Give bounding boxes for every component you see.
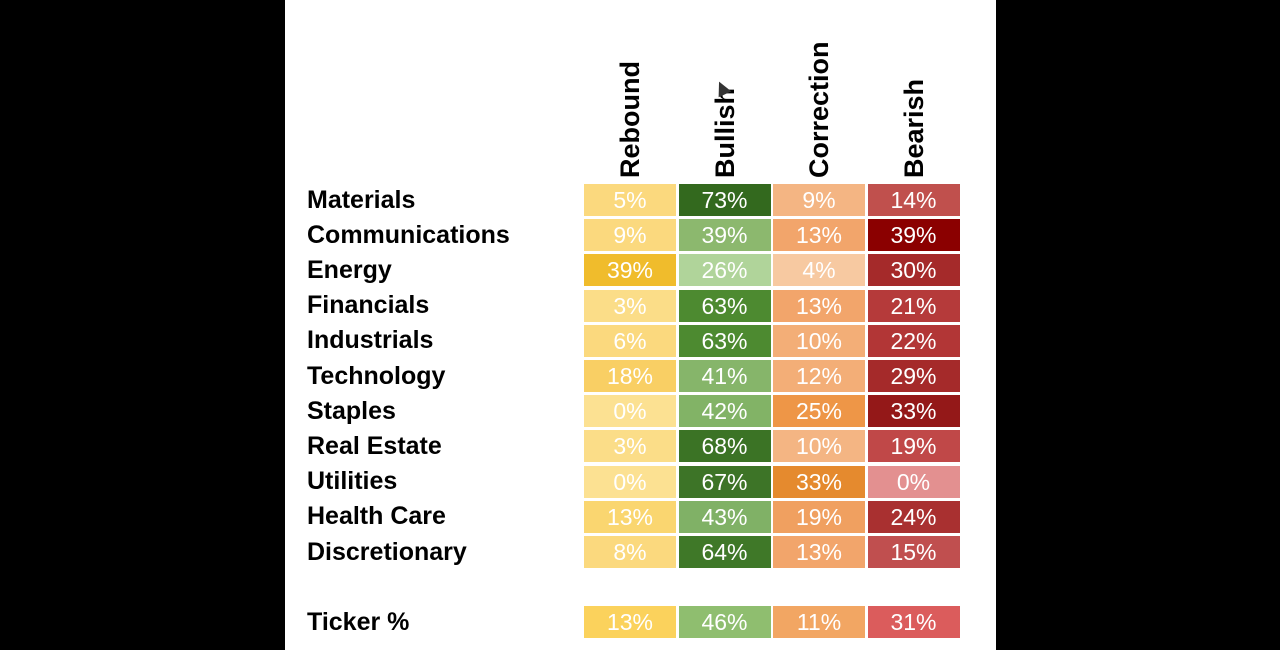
heatmap-cell: 10%: [773, 324, 865, 357]
heatmap-cell: 0%: [584, 395, 676, 428]
row-label: Ticker %: [307, 607, 410, 636]
heatmap-cell: 19%: [867, 430, 960, 463]
column-header-rebound: Rebound: [584, 0, 676, 178]
heatmap-cell: 10%: [773, 430, 865, 463]
column-header-label: Correction: [804, 41, 834, 178]
heatmap-cell: 39%: [678, 219, 771, 252]
heatmap-cell: 13%: [773, 536, 865, 568]
row-label: Technology: [307, 361, 446, 390]
row-label: Financials: [307, 291, 430, 320]
row-label: Discretionary: [307, 537, 467, 566]
heatmap-cell: 25%: [773, 395, 865, 428]
column-header-bearish: Bearish: [868, 0, 960, 178]
heatmap-cell: 6%: [584, 324, 676, 357]
heatmap-cell: 12%: [773, 360, 865, 392]
heatmap-cell: 13%: [584, 606, 676, 638]
heatmap-cell: 26%: [678, 254, 771, 287]
heatmap-cell: 22%: [867, 324, 960, 357]
heatmap-cell: 42%: [678, 395, 771, 428]
heatmap-cell: 39%: [584, 254, 676, 287]
heatmap-cell: 19%: [773, 500, 865, 533]
heatmap-cell: 9%: [773, 184, 865, 216]
heatmap-cell: 14%: [867, 184, 960, 216]
heatmap-cell: 68%: [678, 430, 771, 463]
row-label: Energy: [307, 255, 392, 284]
heatmap-cell: 3%: [584, 430, 676, 463]
row-label: Materials: [307, 185, 416, 214]
row-label: Health Care: [307, 502, 446, 531]
heatmap-cell: 3%: [584, 289, 676, 322]
heatmap-cell: 9%: [584, 219, 676, 252]
heatmap-cell: 13%: [773, 219, 865, 252]
heatmap-cell: 31%: [867, 606, 960, 638]
heatmap-cell: 67%: [678, 465, 771, 498]
column-header-label: Bearish: [898, 78, 929, 178]
column-header-label: Bullish: [709, 87, 740, 178]
heatmap-cell: 46%: [678, 606, 771, 638]
heatmap-cell: 73%: [678, 184, 771, 216]
heatmap-cell: 15%: [867, 536, 960, 568]
heatmap-cell: 63%: [678, 289, 771, 322]
heatmap-cell: 24%: [867, 500, 960, 533]
heatmap-cell: 30%: [867, 254, 960, 287]
column-header-label: Rebound: [615, 61, 645, 178]
heatmap-cell: 0%: [584, 465, 676, 498]
row-label: Real Estate: [307, 431, 442, 460]
heatmap-cell: 13%: [773, 289, 865, 322]
heatmap-cell: 39%: [867, 219, 960, 252]
heatmap-cell: 0%: [867, 465, 960, 498]
row-label: Staples: [307, 396, 396, 425]
heatmap-cell: 29%: [867, 360, 960, 392]
heatmap-cell: 5%: [584, 184, 676, 216]
column-header-correction: Correction: [773, 0, 865, 178]
heatmap-cell: 13%: [584, 500, 676, 533]
heatmap-cell: 4%: [773, 254, 865, 287]
heatmap-cell: 63%: [678, 324, 771, 357]
row-label: Utilities: [307, 467, 398, 496]
heatmap-cell: 21%: [867, 289, 960, 322]
heatmap-cell: 8%: [584, 536, 676, 568]
heatmap-cell: 41%: [678, 360, 771, 392]
heatmap-cell: 43%: [678, 500, 771, 533]
heatmap-cell: 18%: [584, 360, 676, 392]
heatmap-panel: Rebound Bullish Correction Bearish Material…: [285, 0, 996, 650]
heatmap-cell: 64%: [678, 536, 771, 568]
row-label: Industrials: [307, 326, 434, 355]
heatmap-cell: 33%: [773, 465, 865, 498]
heatmap-cell: 33%: [867, 395, 960, 428]
heatmap-cell: 11%: [773, 606, 865, 638]
row-label: Communications: [307, 220, 510, 249]
